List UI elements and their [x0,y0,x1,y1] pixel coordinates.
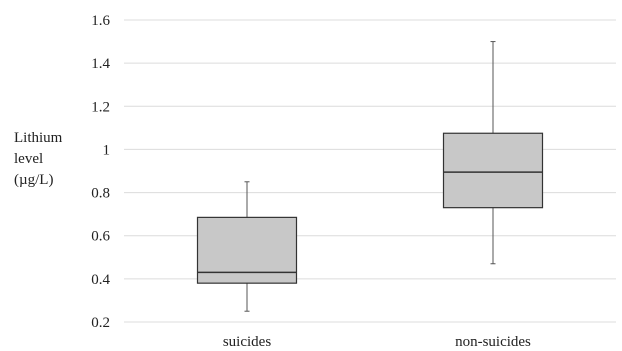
y-axis-label-line-2: level [14,151,44,167]
y-tick-label: 1.4 [91,56,110,72]
x-tick-label: non-suicides [455,334,531,350]
y-tick-label: 0.6 [91,229,110,245]
boxes [196,41,544,312]
box-suicides [196,181,298,312]
y-axis-label: Lithium level (µg/L) [14,128,62,191]
y-tick-label: 0.2 [91,315,110,331]
y-tick-label: 1 [103,142,111,158]
iqr-box [196,216,298,284]
x-tick-labels: suicides non-suicides [223,334,531,350]
y-tick-labels: 0.2 0.4 0.6 0.8 1 1.2 1.4 1.6 [91,13,110,331]
y-axis-label-line-1: Lithium [14,130,63,146]
y-tick-label: 1.2 [91,99,110,115]
box-non-suicides [442,41,544,265]
iqr-box [442,132,544,209]
y-tick-label: 0.4 [91,272,110,288]
y-axis-label-line-3: (µg/L) [14,172,54,188]
y-tick-label: 1.6 [91,13,110,29]
x-tick-label: suicides [223,334,271,350]
y-tick-label: 0.8 [91,186,110,202]
